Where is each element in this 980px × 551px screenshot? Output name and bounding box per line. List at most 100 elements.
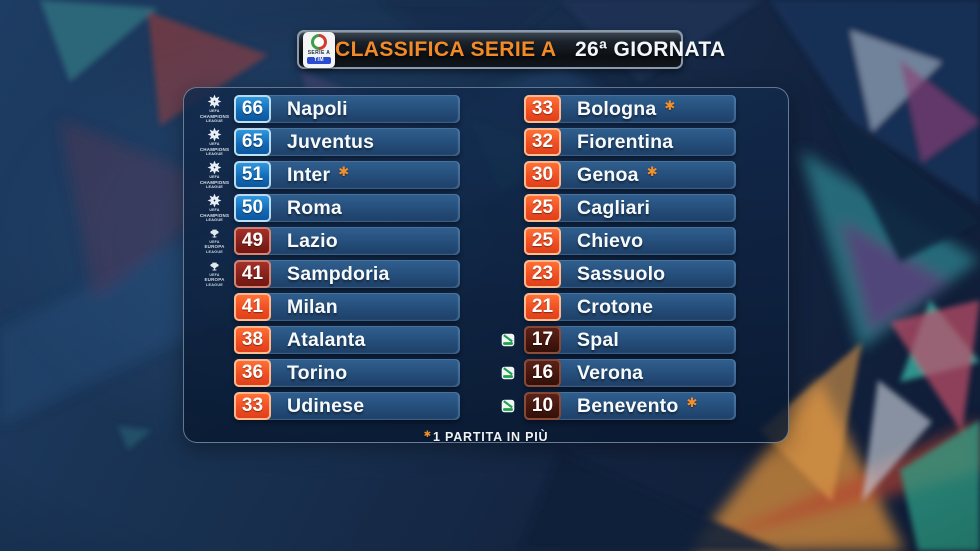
points-badge: 33 <box>524 95 561 123</box>
team-name: Lazio <box>287 229 338 252</box>
team-name: Bologna <box>577 97 657 120</box>
table-row: UEFA CHAMPIONS LEAGUE 65 Juventus <box>195 127 460 157</box>
team-cell: Roma <box>271 194 342 222</box>
points-badge: 41 <box>234 260 271 288</box>
header-bar: SERIE A TIM CLASSIFICA SERIE A 26ª GIORN… <box>297 30 725 69</box>
points-badge: 21 <box>524 293 561 321</box>
zone-cell <box>491 366 524 380</box>
team-row-bar: 17 Spal <box>524 326 736 354</box>
team-cell: Milan <box>271 293 338 321</box>
points-badge: 16 <box>524 359 561 387</box>
footnote-text: 1 PARTITA IN PIÙ <box>432 430 549 444</box>
team-name: Genoa <box>577 163 639 186</box>
team-cell: Benevento ✱ <box>561 392 697 420</box>
table-row: UEFA CHAMPIONS LEAGUE 50 Roma <box>195 193 460 223</box>
team-name: Atalanta <box>287 328 366 351</box>
points-value: 16 <box>531 362 554 383</box>
points-badge: 51 <box>234 161 271 189</box>
team-row-bar: 16 Verona <box>524 359 736 387</box>
points-value: 50 <box>241 197 264 218</box>
table-row: 33 Udinese <box>195 392 460 420</box>
points-value: 30 <box>531 164 554 185</box>
points-value: 66 <box>241 98 264 119</box>
points-badge: 10 <box>524 392 561 420</box>
table-row: 36 Torino <box>195 359 460 387</box>
team-cell: Fiorentina <box>561 128 673 156</box>
points-badge: 65 <box>234 128 271 156</box>
team-row-bar: 33 Bologna ✱ <box>524 95 736 123</box>
team-name: Verona <box>577 361 644 384</box>
points-badge: 49 <box>234 227 271 255</box>
team-row-bar: 65 Juventus <box>234 128 460 156</box>
footnote: ✱1 PARTITA IN PIÙ <box>184 429 788 444</box>
team-cell: Cagliari <box>561 194 650 222</box>
zone-cell: UEFA EUROPA LEAGUE <box>195 228 234 255</box>
zone-cell: UEFA CHAMPIONS LEAGUE <box>195 193 234 223</box>
table-row: 21 Crotone <box>491 293 736 321</box>
team-cell: Sassuolo <box>561 260 665 288</box>
points-value: 65 <box>241 131 264 152</box>
team-cell: Bologna ✱ <box>561 95 675 123</box>
points-value: 21 <box>531 296 554 317</box>
zone-cell <box>491 399 524 413</box>
table-row: 25 Chievo <box>491 227 736 255</box>
points-value: 10 <box>531 395 554 416</box>
points-badge: 50 <box>234 194 271 222</box>
points-badge: 66 <box>234 95 271 123</box>
points-value: 36 <box>241 362 264 383</box>
table-row: 25 Cagliari <box>491 194 736 222</box>
points-value: 41 <box>241 296 264 317</box>
table-row: 17 Spal <box>491 326 736 354</box>
team-cell: Verona <box>561 359 643 387</box>
team-row-bar: 21 Crotone <box>524 293 736 321</box>
points-value: 33 <box>241 395 264 416</box>
points-badge: 33 <box>234 392 271 420</box>
points-value: 23 <box>531 263 554 284</box>
points-badge: 36 <box>234 359 271 387</box>
zone-cell: UEFA EUROPA LEAGUE <box>195 261 234 288</box>
serie-a-tim-logo: SERIE A TIM <box>303 31 335 68</box>
team-row-bar: 49 Lazio <box>234 227 460 255</box>
zone-cell <box>491 333 524 347</box>
team-cell: Inter ✱ <box>271 161 349 189</box>
standings-left-column: UEFA CHAMPIONS LEAGUE 66 Napoli <box>195 94 460 425</box>
team-row-bar: 33 Udinese <box>234 392 460 420</box>
team-row-bar: 25 Chievo <box>524 227 736 255</box>
team-name: Fiorentina <box>577 130 674 153</box>
team-cell: Chievo <box>561 227 643 255</box>
points-badge: 23 <box>524 260 561 288</box>
europa-league-icon: UEFA EUROPA LEAGUE <box>204 228 224 255</box>
team-row-bar: 41 Milan <box>234 293 460 321</box>
header-title: CLASSIFICA SERIE A <box>335 37 556 61</box>
points-value: 38 <box>241 329 264 350</box>
points-badge: 38 <box>234 326 271 354</box>
team-row-bar: 66 Napoli <box>234 95 460 123</box>
team-row-bar: 50 Roma <box>234 194 460 222</box>
table-row: 32 Fiorentina <box>491 128 736 156</box>
points-value: 49 <box>241 230 264 251</box>
zone-cell: UEFA CHAMPIONS LEAGUE <box>195 94 234 124</box>
team-name: Udinese <box>287 394 365 417</box>
points-badge: 25 <box>524 227 561 255</box>
team-name: Inter <box>287 163 331 186</box>
team-name: Napoli <box>287 97 348 120</box>
standings-right-column: 33 Bologna ✱ 32 Fiorentina <box>491 95 736 425</box>
team-name: Torino <box>287 361 348 384</box>
team-name: Roma <box>287 196 342 219</box>
points-value: 41 <box>241 263 264 284</box>
points-value: 25 <box>531 230 554 251</box>
zone-cell: UEFA CHAMPIONS LEAGUE <box>195 160 234 190</box>
team-cell: Udinese <box>271 392 364 420</box>
team-name: Chievo <box>577 229 644 252</box>
team-name: Juventus <box>287 130 375 153</box>
table-row: 23 Sassuolo <box>491 260 736 288</box>
logo-league-label: SERIE A <box>307 49 331 56</box>
team-cell: Juventus <box>271 128 374 156</box>
team-name: Milan <box>287 295 338 318</box>
team-name: Spal <box>577 328 619 351</box>
logo-sponsor-label: TIM <box>307 56 331 64</box>
team-name: Sampdoria <box>287 262 390 285</box>
zone-cell: UEFA CHAMPIONS LEAGUE <box>195 127 234 157</box>
team-cell: Sampdoria <box>271 260 390 288</box>
team-row-bar: 32 Fiorentina <box>524 128 736 156</box>
